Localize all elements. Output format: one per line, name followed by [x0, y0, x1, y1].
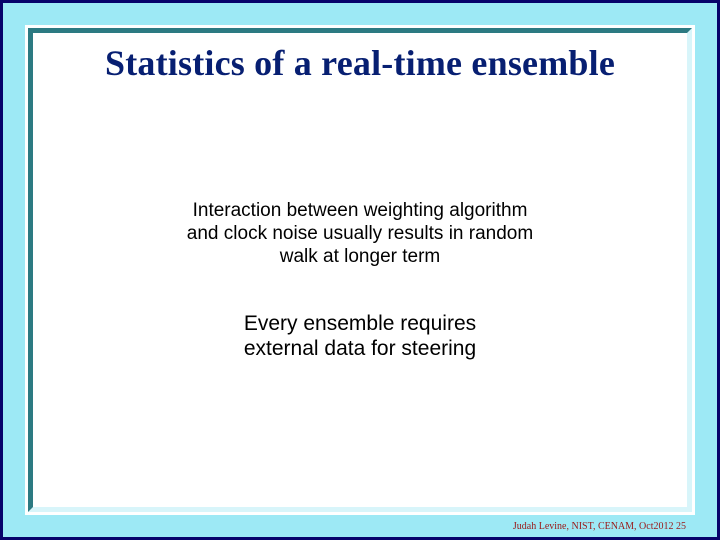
slide-content: Statistics of a real-time ensemble Inter…: [40, 40, 680, 500]
footer-attribution: Judah Levine, NIST, CENAM, Oct2012 25: [513, 521, 686, 532]
slide-title: Statistics of a real-time ensemble: [40, 42, 680, 84]
body-text-2: Every ensemble requires external data fo…: [40, 311, 680, 362]
body-line: and clock noise usually results in rando…: [40, 222, 680, 245]
body-line: Every ensemble requires: [40, 311, 680, 337]
body-line: external data for steering: [40, 336, 680, 362]
body-text-1: Interaction between weighting algorithm …: [40, 199, 680, 269]
body-line: walk at longer term: [40, 245, 680, 268]
body-line: Interaction between weighting algorithm: [40, 199, 680, 222]
